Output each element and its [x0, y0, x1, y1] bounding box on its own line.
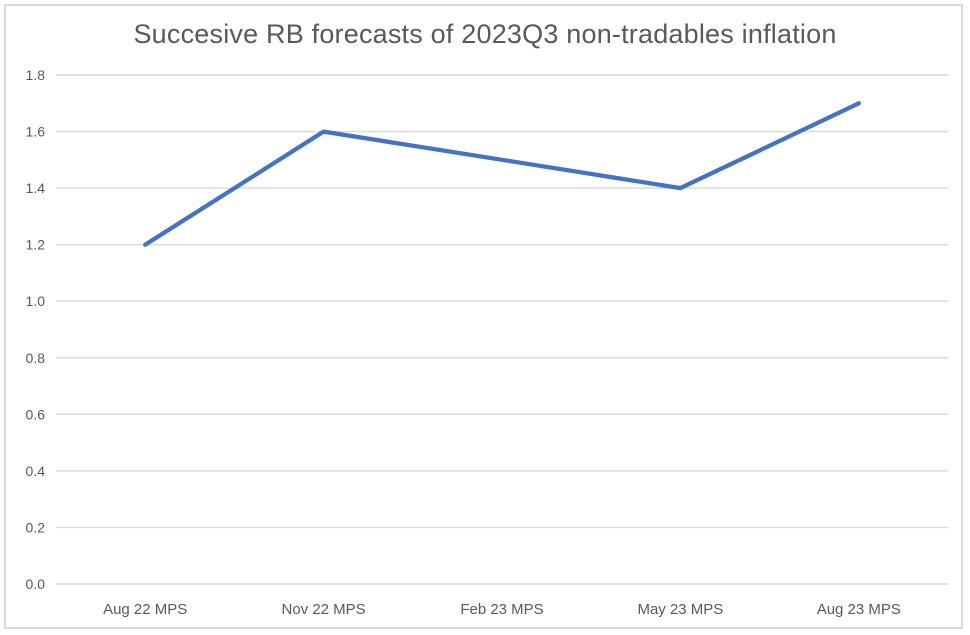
x-axis-label: Feb 23 MPS — [460, 601, 543, 618]
y-tick-label: 0.6 — [26, 406, 46, 422]
y-tick-label: 1.4 — [26, 180, 46, 196]
y-tick-label: 1.2 — [26, 237, 46, 253]
x-axis-label: Aug 22 MPS — [103, 601, 187, 618]
chart-title: Succesive RB forecasts of 2023Q3 non-tra… — [133, 19, 837, 49]
series-line — [143, 101, 861, 247]
y-tick-label: 1.6 — [26, 124, 46, 140]
x-axis-label: Nov 22 MPS — [281, 601, 365, 618]
y-tick-label: 0.0 — [26, 576, 46, 592]
y-tick-label: 0.8 — [26, 350, 46, 366]
x-axis-label: May 23 MPS — [637, 601, 723, 618]
y-tick-label: 0.4 — [26, 463, 46, 479]
y-tick-label: 0.2 — [26, 519, 46, 535]
y-tick-label: 1.0 — [26, 293, 46, 309]
y-tick-label: 1.8 — [26, 67, 46, 83]
x-axis-label: Aug 23 MPS — [817, 601, 901, 618]
